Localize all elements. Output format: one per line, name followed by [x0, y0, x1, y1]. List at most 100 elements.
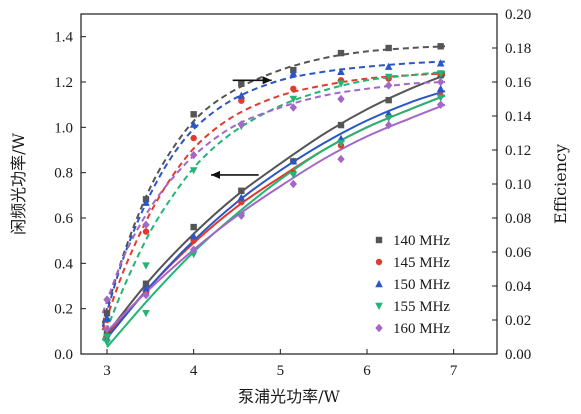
- y-left-tick-label: 1.2: [54, 75, 73, 91]
- power-point-160-mhz: [384, 120, 393, 130]
- power-point-150-mhz: [436, 84, 445, 92]
- efficiency-point-160-mhz: [189, 150, 198, 160]
- y-left-tick-label: 1.0: [54, 120, 73, 136]
- y-right-tick-label: 0.18: [505, 41, 531, 57]
- power-point-155-mhz: [289, 171, 298, 179]
- y-right-tick-label: 0.02: [505, 313, 531, 329]
- legend: 140 MHz 145 MHz 150 MHz 155 MHz 160 MHz: [375, 233, 450, 337]
- efficiency-point-140-mhz: [238, 80, 245, 87]
- y-left-tick-label: 0.6: [54, 211, 73, 227]
- power-point-140-mhz: [385, 96, 392, 104]
- y-right-tick-label: 0.04: [505, 279, 532, 295]
- efficiency-fit-150-mhz: [101, 60, 446, 328]
- power-point-150-mhz: [189, 232, 198, 240]
- efficiency-point-145-mhz: [142, 228, 150, 235]
- efficiency-point-155-mhz: [103, 333, 111, 341]
- y-axis-right-title: Efficiency: [551, 144, 570, 224]
- y-left-tick-label: 0.0: [54, 347, 73, 363]
- efficiency-point-150-mhz: [237, 91, 246, 99]
- arrow-left-head: [211, 170, 220, 179]
- y-left-tick-label: 0.2: [54, 302, 73, 318]
- x-axis-title: 泵浦光功率/W: [238, 387, 340, 406]
- power-point-160-mhz: [103, 324, 111, 334]
- efficiency-point-150-mhz: [337, 67, 345, 75]
- efficiency-point-160-mhz: [103, 295, 111, 304]
- power-point-160-mhz: [337, 154, 345, 164]
- power-point-155-mhz: [436, 94, 445, 102]
- power-fit-160-mhz: [106, 103, 446, 333]
- efficiency-point-160-mhz: [384, 81, 393, 90]
- power-point-160-mhz: [189, 245, 198, 254]
- efficiency-point-160-mhz: [436, 77, 445, 87]
- efficiency-point-150-mhz: [189, 120, 198, 128]
- power-point-155-mhz: [189, 251, 198, 259]
- power-point-160-mhz: [436, 100, 445, 109]
- power-point-150-mhz: [289, 157, 298, 165]
- efficiency-point-155-mhz: [189, 167, 198, 175]
- efficiency-point-150-mhz: [289, 69, 298, 77]
- power-point-140-mhz: [190, 223, 197, 231]
- power-point-140-mhz: [238, 187, 245, 194]
- efficiency-point-150-mhz: [436, 59, 445, 67]
- efficiency-point-145-mhz: [290, 85, 297, 93]
- legend-marker-140-mhz: [375, 236, 383, 244]
- legend-marker-155-mhz: [375, 302, 383, 310]
- power-point-140-mhz: [337, 121, 345, 129]
- y-right-tick-label: 0.06: [505, 245, 532, 261]
- power-point-150-mhz: [237, 193, 246, 201]
- power-fit-155-mhz: [106, 94, 446, 348]
- efficiency-point-145-mhz: [238, 97, 245, 104]
- efficiency-point-155-mhz: [436, 70, 445, 78]
- efficiency-point-140-mhz: [190, 111, 197, 118]
- efficiency-fit-145-mhz: [101, 72, 446, 331]
- legend-marker-150-mhz: [375, 280, 383, 288]
- x-tick-label: 5: [277, 363, 285, 379]
- efficiency-point-155-mhz: [337, 80, 345, 88]
- y-right-tick-label: 0.08: [505, 211, 531, 227]
- x-tick-label: 4: [190, 363, 198, 379]
- x-tick-label: 6: [363, 363, 371, 379]
- y-left-tick-label: 1.4: [54, 30, 73, 46]
- efficiency-point-140-mhz: [103, 310, 111, 317]
- y-right-tick-label: 0.00: [505, 347, 531, 363]
- fit-curves: [101, 45, 446, 348]
- efficiency-point-160-mhz: [142, 220, 150, 229]
- power-point-160-mhz: [237, 211, 246, 220]
- efficiency-point-160-mhz: [289, 103, 298, 112]
- efficiency-point-140-mhz: [385, 44, 392, 52]
- x-tick-label: 7: [450, 363, 458, 379]
- legend-label-145-mhz: 145 MHz: [393, 255, 450, 271]
- y-right-tick-label: 0.14: [505, 109, 532, 125]
- efficiency-point-155-mhz: [289, 95, 298, 103]
- efficiency-point-145-mhz: [190, 134, 197, 142]
- efficiency-point-155-mhz: [384, 73, 393, 81]
- y-right-tick-label: 0.16: [505, 75, 532, 91]
- legend-label-140-mhz: 140 MHz: [393, 233, 450, 249]
- y-right-tick-label: 0.10: [505, 177, 531, 193]
- power-fit-150-mhz: [106, 90, 446, 339]
- efficiency-point-160-mhz: [237, 120, 246, 129]
- x-tick-label: 3: [103, 363, 111, 379]
- arrow-right-head: [262, 76, 272, 85]
- power-point-155-mhz: [337, 140, 345, 148]
- power-point-150-mhz: [142, 284, 150, 292]
- legend-marker-160-mhz: [375, 323, 383, 333]
- power-point-155-mhz: [103, 339, 111, 347]
- power-point-160-mhz: [142, 290, 150, 300]
- efficiency-fit-155-mhz: [101, 70, 446, 341]
- efficiency-point-140-mhz: [437, 43, 444, 50]
- efficiency-point-140-mhz: [337, 49, 345, 57]
- power-fit-140-mhz: [106, 74, 446, 335]
- data-points: [103, 43, 445, 347]
- legend-label-155-mhz: 155 MHz: [393, 299, 450, 315]
- y-right-tick-label: 0.20: [505, 7, 531, 23]
- legend-label-150-mhz: 150 MHz: [393, 277, 450, 293]
- efficiency-point-160-mhz: [337, 94, 345, 104]
- efficiency-point-150-mhz: [103, 314, 111, 322]
- efficiency-fit-140-mhz: [101, 45, 446, 324]
- axis-ticks: 3 4 5 6 7 0.0 0.2 0.4 0.6 0.8 1.0 1.2 1.4 0.00 0.02 0.0…: [54, 7, 532, 379]
- power-point-155-mhz: [384, 115, 393, 123]
- power-point-160-mhz: [289, 179, 298, 189]
